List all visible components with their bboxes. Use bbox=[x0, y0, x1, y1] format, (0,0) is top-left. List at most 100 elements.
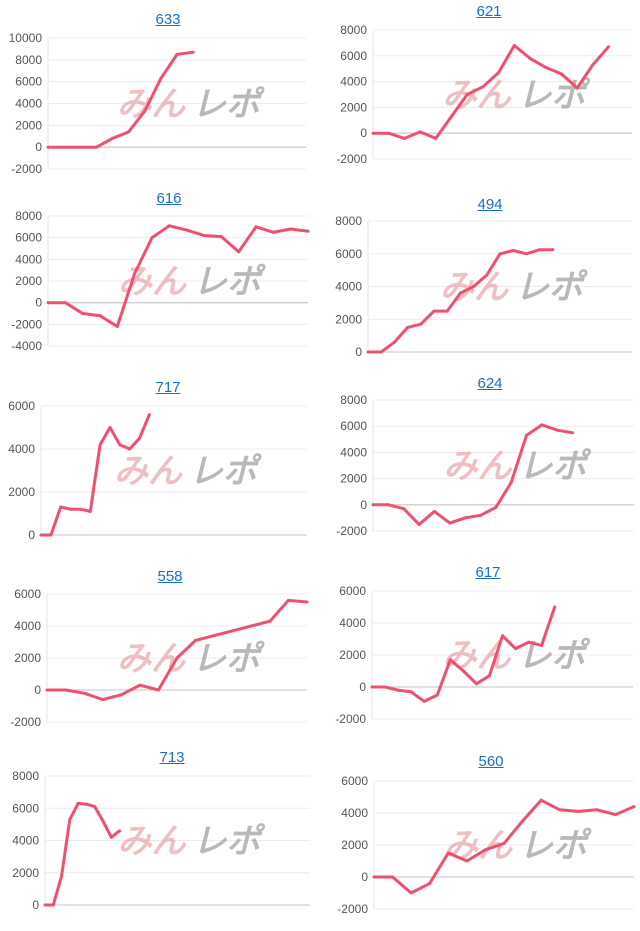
watermark-logo: みん bbox=[118, 263, 187, 301]
watermark-logo: みん bbox=[444, 448, 513, 486]
data-point bbox=[212, 634, 216, 638]
chart-title-link[interactable]: 621 bbox=[476, 3, 502, 20]
y-tick-label: 6000 bbox=[335, 247, 362, 261]
y-tick-label: 4000 bbox=[341, 806, 368, 820]
y-tick-label: 0 bbox=[35, 296, 42, 310]
data-point bbox=[46, 301, 50, 305]
data-point bbox=[571, 431, 575, 435]
y-tick-label: 6000 bbox=[8, 399, 35, 413]
data-point bbox=[305, 600, 309, 604]
data-point bbox=[254, 225, 258, 229]
data-point bbox=[109, 835, 113, 839]
data-point bbox=[558, 808, 562, 812]
watermark-logo: レポ bbox=[192, 640, 265, 678]
data-point bbox=[461, 669, 465, 673]
y-tick-label: -2000 bbox=[10, 715, 41, 729]
data-point bbox=[111, 136, 114, 140]
chart-title-link[interactable]: 560 bbox=[478, 753, 504, 770]
data-point bbox=[387, 131, 391, 135]
chart-title-link[interactable]: 494 bbox=[477, 196, 503, 213]
data-point bbox=[422, 699, 426, 703]
series-line bbox=[373, 423, 573, 526]
data-point bbox=[372, 875, 376, 879]
y-tick-label: 8000 bbox=[12, 769, 39, 783]
data-point bbox=[271, 230, 275, 234]
data-point bbox=[118, 829, 122, 833]
chart-title-link[interactable]: 558 bbox=[157, 568, 183, 585]
y-tick-label: 0 bbox=[360, 498, 367, 512]
data-point bbox=[231, 629, 235, 633]
y-tick-label: 6000 bbox=[15, 231, 42, 245]
data-point bbox=[51, 903, 55, 907]
data-point bbox=[540, 423, 544, 427]
y-tick-label: -2000 bbox=[337, 902, 368, 916]
data-point bbox=[249, 624, 253, 628]
chart-title-link[interactable]: 713 bbox=[159, 749, 185, 766]
data-point bbox=[68, 818, 72, 822]
data-point bbox=[417, 522, 421, 526]
data-point bbox=[46, 145, 50, 149]
data-point bbox=[127, 130, 131, 134]
data-point bbox=[478, 513, 482, 517]
y-tick-label: 6000 bbox=[341, 774, 368, 788]
y-tick-label: -2000 bbox=[336, 152, 367, 166]
data-point bbox=[509, 481, 513, 485]
data-point bbox=[45, 688, 49, 692]
data-point bbox=[366, 350, 370, 354]
data-point bbox=[175, 52, 179, 56]
y-tick-label: 2000 bbox=[340, 100, 367, 114]
data-point bbox=[402, 136, 406, 140]
y-tick-label: 8000 bbox=[15, 209, 42, 223]
chart-title-link[interactable]: 633 bbox=[155, 11, 181, 28]
data-point bbox=[43, 903, 47, 907]
data-point bbox=[371, 503, 375, 507]
series-line bbox=[48, 50, 194, 149]
y-tick-label: 4000 bbox=[12, 834, 39, 848]
y-tick-label: 10000 bbox=[9, 31, 43, 45]
data-point bbox=[78, 507, 82, 511]
data-point bbox=[551, 248, 555, 252]
y-tick-label: 4000 bbox=[15, 252, 42, 266]
data-point bbox=[167, 224, 171, 228]
data-point bbox=[524, 252, 528, 256]
data-point bbox=[268, 619, 272, 623]
data-point bbox=[119, 693, 123, 697]
y-tick-label: -4000 bbox=[11, 339, 42, 353]
data-point bbox=[379, 350, 383, 354]
data-point bbox=[383, 685, 387, 689]
data-point bbox=[150, 236, 154, 240]
data-point bbox=[306, 229, 310, 233]
data-point bbox=[63, 301, 67, 305]
data-point bbox=[94, 145, 98, 149]
y-tick-label: 6000 bbox=[15, 75, 42, 89]
y-tick-label: 2000 bbox=[341, 838, 368, 852]
chart-title-link[interactable]: 617 bbox=[475, 564, 501, 581]
data-point bbox=[435, 693, 439, 697]
data-point bbox=[463, 516, 467, 520]
data-point bbox=[128, 447, 132, 451]
y-tick-label: 2000 bbox=[15, 274, 42, 288]
data-point bbox=[191, 50, 195, 54]
data-point bbox=[185, 228, 189, 232]
chart-title-link[interactable]: 624 bbox=[477, 375, 503, 392]
data-point bbox=[108, 426, 112, 429]
data-point bbox=[289, 227, 293, 231]
data-point bbox=[143, 109, 147, 113]
data-point bbox=[474, 682, 478, 686]
watermark-logo: レポ bbox=[519, 448, 592, 486]
chart-title-link[interactable]: 717 bbox=[155, 379, 181, 396]
data-point bbox=[575, 86, 579, 90]
y-tick-label: 2000 bbox=[335, 312, 362, 326]
data-point bbox=[392, 340, 396, 344]
data-point bbox=[60, 874, 64, 878]
watermark-logo: みん bbox=[114, 453, 183, 491]
data-point bbox=[409, 690, 413, 694]
chart-title-link[interactable]: 616 bbox=[156, 190, 182, 207]
data-point bbox=[194, 638, 198, 642]
